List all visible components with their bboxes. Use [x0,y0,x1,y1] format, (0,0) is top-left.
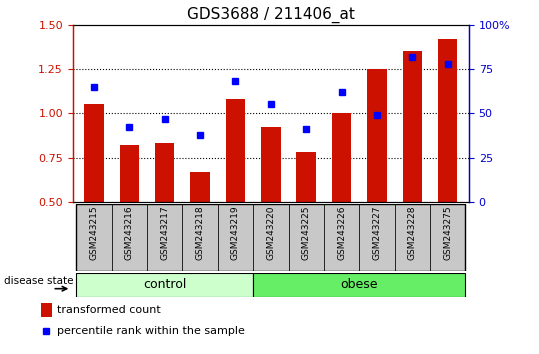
Bar [438,39,458,202]
Bar [360,204,395,271]
Bar [41,303,52,317]
Text: GSM243219: GSM243219 [231,206,240,260]
Bar [155,143,175,202]
Text: GSM243217: GSM243217 [160,206,169,260]
Bar [324,204,360,271]
Bar [253,204,288,271]
Bar [430,204,465,271]
Text: GSM243216: GSM243216 [125,206,134,260]
Text: GSM243228: GSM243228 [408,206,417,260]
Title: GDS3688 / 211406_at: GDS3688 / 211406_at [187,7,355,23]
Bar [77,204,112,271]
Bar [403,51,422,202]
Bar [77,273,253,297]
Bar [147,204,182,271]
Bar [253,273,465,297]
Text: obese: obese [341,279,378,291]
Text: GSM243227: GSM243227 [372,206,382,260]
Text: control: control [143,279,186,291]
Bar [288,204,324,271]
Text: GSM243226: GSM243226 [337,206,346,260]
Bar [395,204,430,271]
Text: disease state: disease state [4,276,73,286]
Bar [367,69,386,202]
Bar [182,204,218,271]
Text: GSM243225: GSM243225 [302,206,310,260]
Bar [332,113,351,202]
Bar [218,204,253,271]
Bar [84,104,103,202]
Text: percentile rank within the sample: percentile rank within the sample [57,326,245,336]
Text: GSM243220: GSM243220 [266,206,275,260]
Text: GSM243215: GSM243215 [89,206,99,260]
Text: GSM243275: GSM243275 [443,206,452,260]
Bar [190,172,210,202]
Text: GSM243218: GSM243218 [196,206,205,260]
Bar [296,152,316,202]
Bar [261,127,281,202]
Text: transformed count: transformed count [57,305,161,315]
Bar [226,99,245,202]
Bar [112,204,147,271]
Bar [120,145,139,202]
